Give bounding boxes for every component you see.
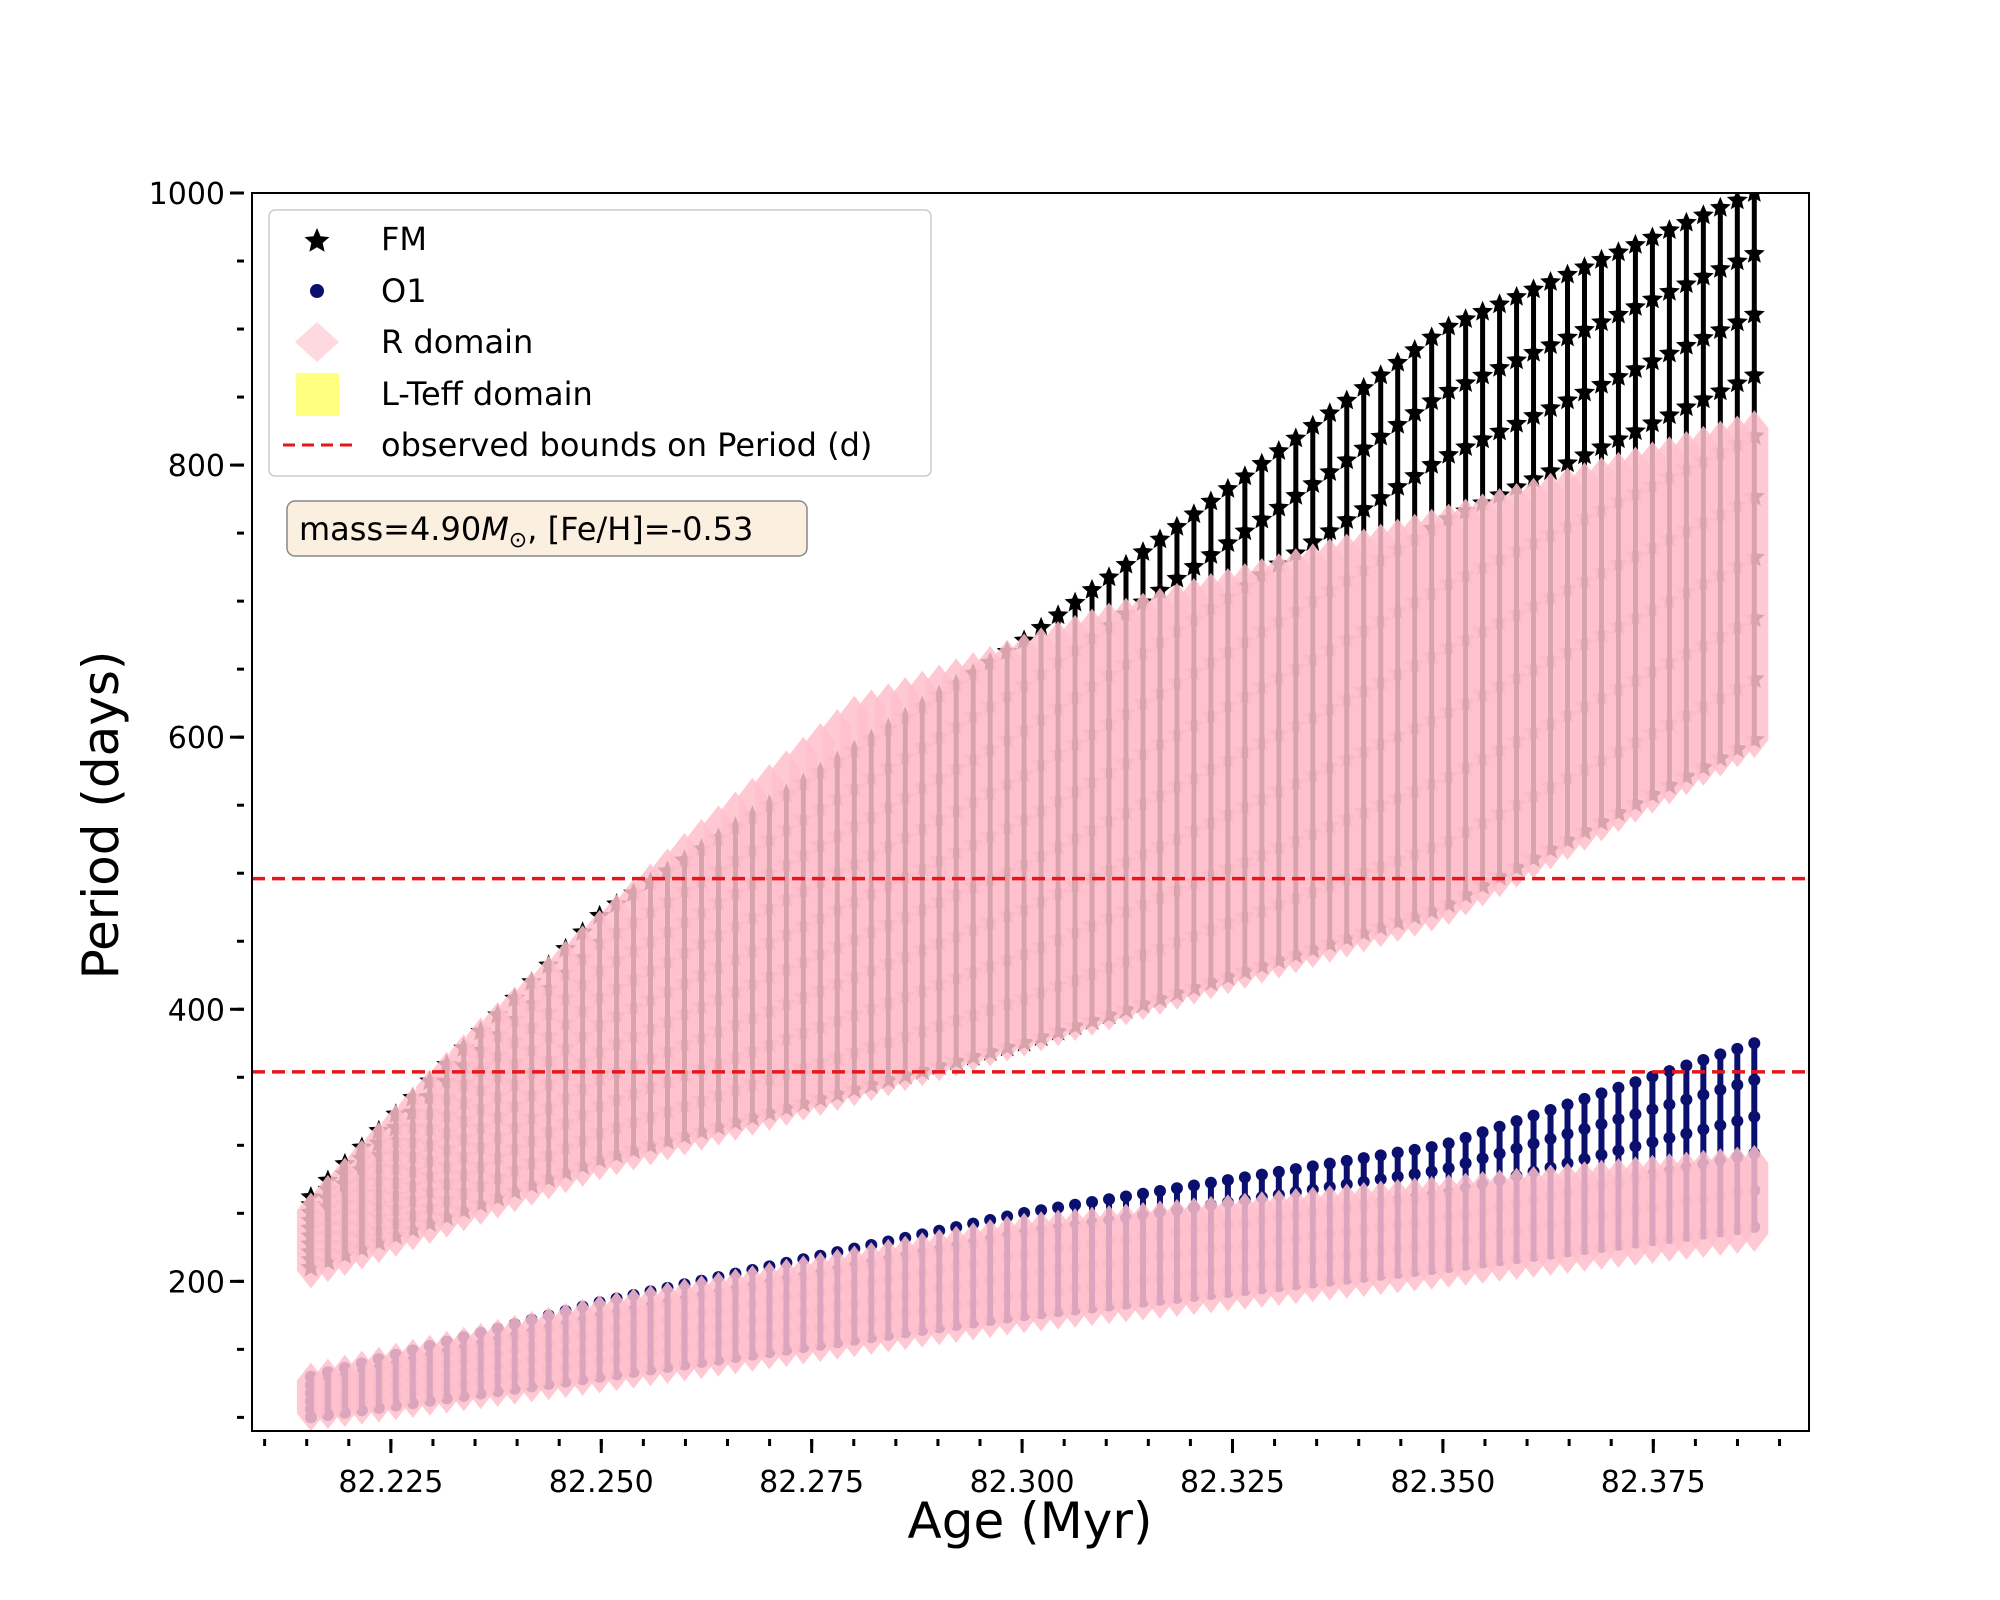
fm-point bbox=[1455, 308, 1477, 328]
legend-marker-o1 bbox=[310, 284, 324, 298]
legend-marker-fm bbox=[304, 228, 330, 252]
fm-point bbox=[1523, 278, 1544, 299]
fm-point bbox=[1421, 326, 1443, 347]
fm-point bbox=[1591, 248, 1612, 269]
y-tick-label: 800 bbox=[168, 449, 225, 484]
y-tick-label: 1000 bbox=[149, 177, 225, 212]
legend-label-o1: O1 bbox=[381, 272, 427, 310]
fm-point bbox=[1658, 219, 1680, 239]
fm-point bbox=[1489, 293, 1510, 314]
fm-point bbox=[1370, 364, 1392, 385]
annotation-subscript: ⊙ bbox=[509, 528, 527, 553]
fm-point bbox=[1285, 427, 1307, 448]
r-domain-point bbox=[1740, 410, 1769, 758]
data-series bbox=[252, 193, 1809, 1431]
fm-point bbox=[1336, 389, 1358, 410]
legend-label-l-teff-domain: L-Teff domain bbox=[381, 375, 593, 413]
fm-point bbox=[1115, 553, 1137, 574]
fm-point bbox=[1030, 616, 1052, 637]
fm-point bbox=[1166, 515, 1188, 536]
x-axis-title: Age (Myr) bbox=[908, 1492, 1153, 1550]
annotation-prefix: mass=4.90 bbox=[299, 510, 481, 548]
fm-point bbox=[1404, 339, 1426, 359]
fm-point bbox=[1387, 351, 1409, 372]
annotation-suffix: , [Fe/H]=-0.53 bbox=[527, 510, 753, 548]
fm-point bbox=[1081, 578, 1103, 599]
y-tick-label: 600 bbox=[168, 721, 225, 756]
x-tick-label: 82.250 bbox=[549, 1465, 654, 1500]
fm-point bbox=[1251, 452, 1273, 473]
y-tick-label: 400 bbox=[168, 993, 225, 1028]
fm-point bbox=[1132, 541, 1154, 561]
r-domain-series bbox=[296, 410, 1769, 1431]
fm-point bbox=[1064, 591, 1086, 612]
x-tick-label: 82.375 bbox=[1601, 1465, 1706, 1500]
annotation-text: mass=4.90M⊙, [Fe/H]=-0.53 bbox=[299, 510, 753, 553]
parameter-annotation: mass=4.90M⊙, [Fe/H]=-0.53 bbox=[286, 500, 808, 557]
fm-point bbox=[1709, 196, 1731, 217]
x-tick-label: 82.300 bbox=[970, 1465, 1075, 1500]
fm-point bbox=[1692, 204, 1714, 225]
annotation-box bbox=[286, 500, 808, 557]
fm-point bbox=[1608, 241, 1629, 262]
fm-point bbox=[1319, 402, 1341, 423]
fm-point bbox=[1641, 226, 1663, 247]
fm-point bbox=[1353, 376, 1375, 397]
x-tick-label: 82.275 bbox=[759, 1465, 864, 1500]
fm-point bbox=[1675, 211, 1697, 232]
legend-label-fm: FM bbox=[381, 220, 427, 258]
fm-point bbox=[1625, 233, 1646, 254]
fm-point bbox=[1574, 256, 1595, 277]
legend-label-r-domain: R domain bbox=[381, 323, 533, 361]
legend-marker-r-domain bbox=[295, 322, 339, 362]
fm-point bbox=[1506, 285, 1527, 306]
fm-point bbox=[1557, 263, 1578, 284]
fm-point bbox=[1098, 566, 1120, 587]
fm-point bbox=[1540, 271, 1561, 291]
y-tick-label: 200 bbox=[168, 1265, 225, 1300]
x-tick-label: 82.225 bbox=[338, 1465, 443, 1500]
fm-point bbox=[1047, 604, 1069, 625]
fm-point bbox=[1149, 528, 1171, 549]
fm-point bbox=[1472, 300, 1494, 321]
fm-point bbox=[1183, 503, 1205, 524]
fm-point bbox=[1217, 477, 1239, 498]
fm-point bbox=[1234, 465, 1256, 486]
x-tick-label: 82.325 bbox=[1180, 1465, 1285, 1500]
legend-label-observed-bounds: observed bounds on Period (d) bbox=[381, 426, 872, 464]
axis-ticks: 82.225 82.250 82.275 82.300 82.325 82.350 82.3… bbox=[149, 177, 1782, 1500]
fm-point bbox=[1438, 315, 1460, 336]
fm-point bbox=[1302, 414, 1324, 435]
fm-point bbox=[1200, 490, 1222, 511]
plot-frame bbox=[251, 192, 1810, 1432]
fm-point bbox=[1268, 440, 1290, 460]
x-tick-label: 82.350 bbox=[1390, 1465, 1495, 1500]
legend-box bbox=[268, 209, 932, 477]
r-domain-point bbox=[1740, 1144, 1769, 1252]
y-axis-title: Period (days) bbox=[72, 651, 130, 980]
annotation-symbol: M bbox=[481, 510, 509, 548]
legend-marker-l-teff-domain bbox=[296, 373, 339, 416]
legend: FM O1 R domain L-Teff domain observed bo… bbox=[268, 209, 932, 477]
